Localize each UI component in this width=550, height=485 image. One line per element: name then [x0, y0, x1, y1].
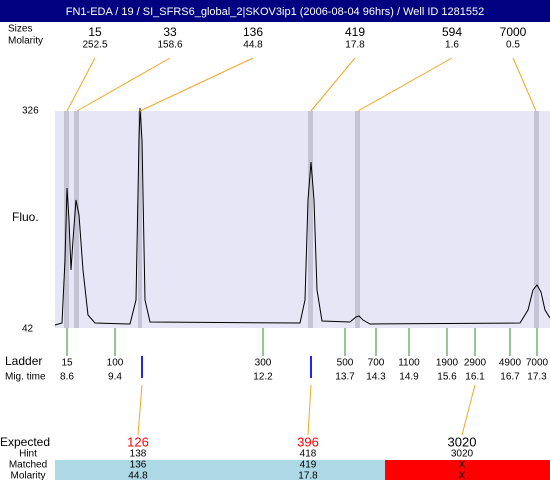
- hint: 418: [300, 449, 317, 460]
- mig-time: 8.6: [60, 372, 74, 383]
- molarity: 44.8: [128, 471, 148, 480]
- molarity: 17.8: [298, 471, 318, 480]
- peak-size: 15: [88, 25, 102, 39]
- ladder-size: 1900: [436, 358, 459, 369]
- peak-molarity: 0.5: [506, 40, 520, 51]
- ladder-size: 7000: [526, 358, 549, 369]
- mig-time: 12.2: [253, 372, 273, 383]
- peak-connector: [357, 57, 453, 112]
- ladder-size: 4900: [499, 358, 522, 369]
- matched-band: [55, 460, 385, 480]
- molarity-label: Molarity: [8, 36, 43, 47]
- expected: 3020: [448, 434, 477, 449]
- hint-label: Hint: [19, 449, 37, 460]
- ladder-size: 1100: [398, 358, 420, 369]
- peak-molarity: 1.6: [445, 40, 459, 51]
- peak-connector: [512, 57, 537, 112]
- mig-time: 16.7: [500, 372, 520, 383]
- axis-bottom: 42: [22, 324, 34, 335]
- unmatched-band: [385, 460, 550, 480]
- sizes-label: Sizes: [8, 24, 32, 35]
- mig-time: 13.7: [335, 372, 355, 383]
- ladder-size: 100: [107, 358, 124, 369]
- mig-time: 14.3: [366, 372, 386, 383]
- mig-time: 9.4: [108, 372, 122, 383]
- result-molarity-label: Molarity: [10, 471, 45, 480]
- peak-connector: [76, 57, 171, 112]
- hint: 3020: [451, 449, 474, 460]
- ladder-size: 15: [61, 358, 73, 369]
- peak-molarity: 44.8: [243, 40, 263, 51]
- peak-molarity: 252.5: [82, 40, 107, 51]
- expected: 126: [127, 434, 149, 449]
- peak-size: 33: [163, 25, 177, 39]
- molarity: X: [459, 471, 466, 480]
- matched-label: Matched: [9, 460, 47, 471]
- ladder-size: 700: [368, 358, 385, 369]
- trace: [54, 107, 550, 326]
- expected: 396: [297, 434, 319, 449]
- expected-connector: [461, 384, 476, 436]
- peak-size: 136: [243, 25, 263, 39]
- axis-top: 326: [22, 106, 39, 117]
- peak-size: 594: [442, 25, 462, 39]
- axis-label: Fluo.: [12, 210, 39, 224]
- mig-time: 14.9: [399, 372, 419, 383]
- peak-connector: [139, 57, 254, 112]
- ladder-size: 500: [337, 358, 354, 369]
- peak-molarity: 158.6: [157, 40, 182, 51]
- ladder-size: 300: [255, 358, 272, 369]
- peak-size: 419: [345, 25, 365, 39]
- mig-time: 15.6: [437, 372, 457, 383]
- plot-area: [55, 111, 550, 328]
- ladder-label: Ladder: [5, 354, 42, 368]
- peak-size: 7000: [500, 25, 527, 39]
- peak-connector: [66, 57, 96, 112]
- blue-markers: [141, 356, 312, 378]
- expected-label: Expected: [0, 435, 50, 449]
- matched: 419: [300, 460, 317, 471]
- mig-label: Mig. time: [5, 372, 46, 383]
- peak-molarity: 17.8: [345, 40, 365, 51]
- matched: 136: [130, 460, 147, 471]
- expected-connector: [307, 384, 312, 436]
- matched: X: [459, 460, 466, 471]
- mig-time: 16.1: [465, 372, 485, 383]
- expected-connector: [137, 384, 143, 436]
- title-bar: [0, 0, 550, 22]
- hint: 138: [130, 449, 147, 460]
- ladder-size: 2900: [464, 358, 487, 369]
- mig-time: 17.3: [527, 372, 547, 383]
- title: FN1-EDA / 19 / SI_SFRS6_global_2|SKOV3ip…: [66, 6, 484, 18]
- peak-connector: [310, 57, 356, 112]
